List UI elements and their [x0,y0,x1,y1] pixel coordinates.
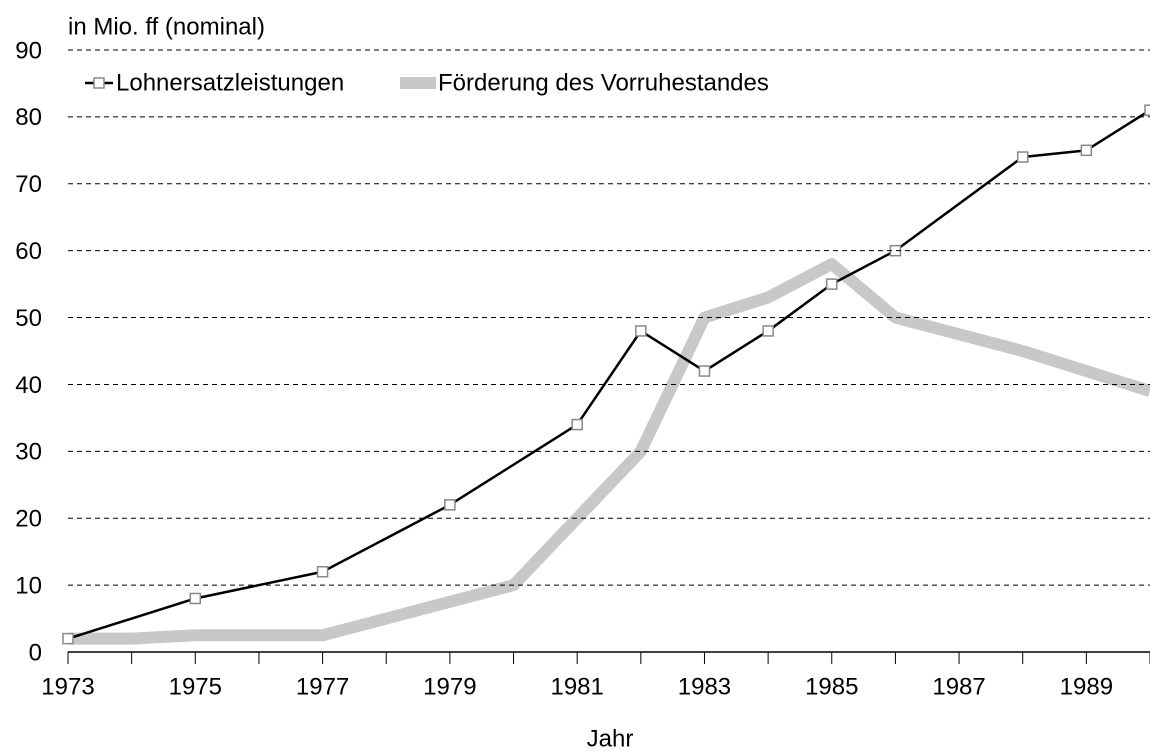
marker [444,499,456,511]
x-tick-label: 1981 [550,673,603,700]
legend: Lohnersatzleistungen Förderung des Vorru… [85,69,769,96]
legend-label: Lohnersatzleistungen [116,69,344,96]
marker [698,365,711,377]
y-tick-label: 20 [15,506,42,533]
y-tick-label: 30 [15,439,42,466]
y-tick-label: 10 [15,572,42,599]
x-tick-label: 1977 [296,673,349,700]
y-tick-label: 50 [15,305,42,332]
y-tick-label: 90 [15,37,42,64]
x-axis-label: Jahr [587,725,634,751]
series-line [68,258,1150,645]
y-tick-label: 70 [15,171,42,198]
y-tick-label: 0 [29,639,42,666]
x-tick-label: 1979 [423,673,476,700]
legend-label: Förderung des Vorruhestandes [438,69,769,96]
x-tick-label: 1985 [805,673,858,700]
marker [189,592,202,605]
y-tick-label: 60 [15,238,42,265]
marker [635,325,647,337]
y-tick-label: 40 [15,372,42,399]
y-tick-label: 80 [15,104,42,131]
x-tick-label: 1973 [41,673,94,700]
marker [1016,151,1029,163]
marker [1080,144,1093,157]
marker [571,418,583,431]
x-tick-label: 1983 [678,673,731,700]
x-tick-label: 1989 [1060,673,1113,700]
legend-marker [93,77,105,89]
marker [316,565,329,578]
x-tick-label: 1975 [169,673,222,700]
marker [826,278,838,290]
series-line [67,109,1150,640]
chart-title: in Mio. ff (nominal) [68,13,265,40]
plot-area [62,104,1150,645]
x-tick-label: 1987 [932,673,985,700]
marker [62,632,74,645]
marker [762,325,774,337]
marker [1144,104,1150,116]
